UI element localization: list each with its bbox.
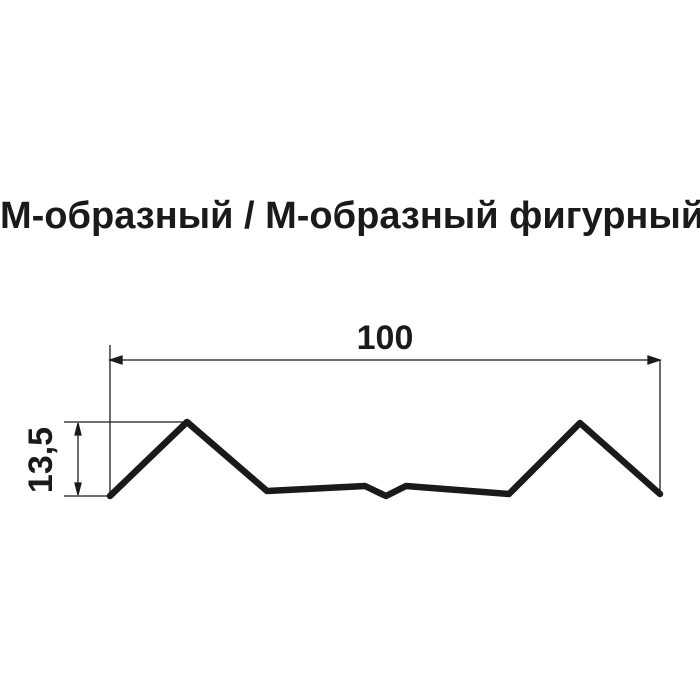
svg-text:13,5: 13,5 [22, 427, 60, 493]
svg-text:100: 100 [357, 319, 414, 357]
